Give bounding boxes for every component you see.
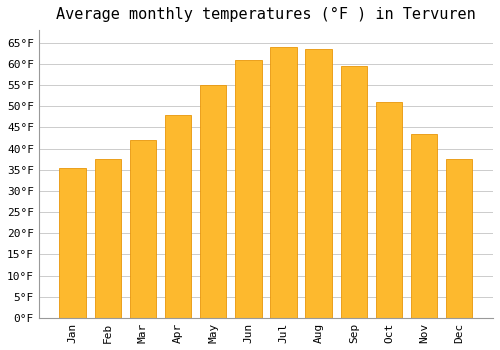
Bar xyxy=(60,168,86,318)
Bar xyxy=(94,159,121,318)
Bar xyxy=(165,115,191,318)
Bar xyxy=(235,60,262,318)
Bar xyxy=(200,85,226,318)
Bar xyxy=(411,134,438,318)
Bar xyxy=(270,47,296,318)
Bar xyxy=(340,66,367,318)
Title: Average monthly temperatures (°F ) in Tervuren: Average monthly temperatures (°F ) in Te… xyxy=(56,7,476,22)
Bar xyxy=(130,140,156,318)
Bar xyxy=(306,49,332,318)
Bar xyxy=(446,159,472,318)
Bar xyxy=(376,102,402,318)
